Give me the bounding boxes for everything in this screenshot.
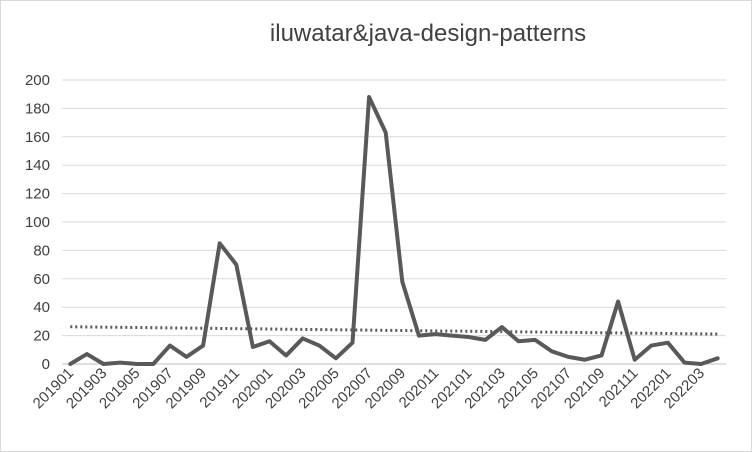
trendline-layer (70, 325, 718, 336)
y-tick-label: 100 (25, 214, 50, 231)
y-tick-label: 160 (25, 129, 50, 146)
y-tick-label: 200 (25, 72, 50, 89)
x-axis: 2019012019032019052019072019092019112020… (30, 365, 708, 412)
y-tick-label: 80 (33, 242, 50, 259)
y-tick-label: 20 (33, 328, 50, 345)
y-tick-label: 120 (25, 186, 50, 203)
y-tick-label: 140 (25, 157, 50, 174)
y-tick-label: 0 (42, 356, 50, 373)
y-axis: 0 20 40 60 80 100 120 140 160 180 200 (25, 72, 50, 373)
trendline (70, 325, 718, 336)
y-tick-label: 40 (33, 299, 50, 316)
chart-title: iluwatar&java-design-patterns (269, 20, 587, 47)
y-tick-label: 60 (33, 271, 50, 288)
series-layer (68, 95, 720, 366)
y-tick-label: 180 (25, 100, 50, 117)
series-line (68, 95, 720, 366)
